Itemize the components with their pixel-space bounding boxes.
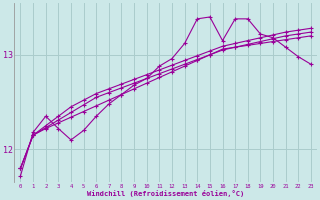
X-axis label: Windchill (Refroidissement éolien,°C): Windchill (Refroidissement éolien,°C) xyxy=(87,190,244,197)
